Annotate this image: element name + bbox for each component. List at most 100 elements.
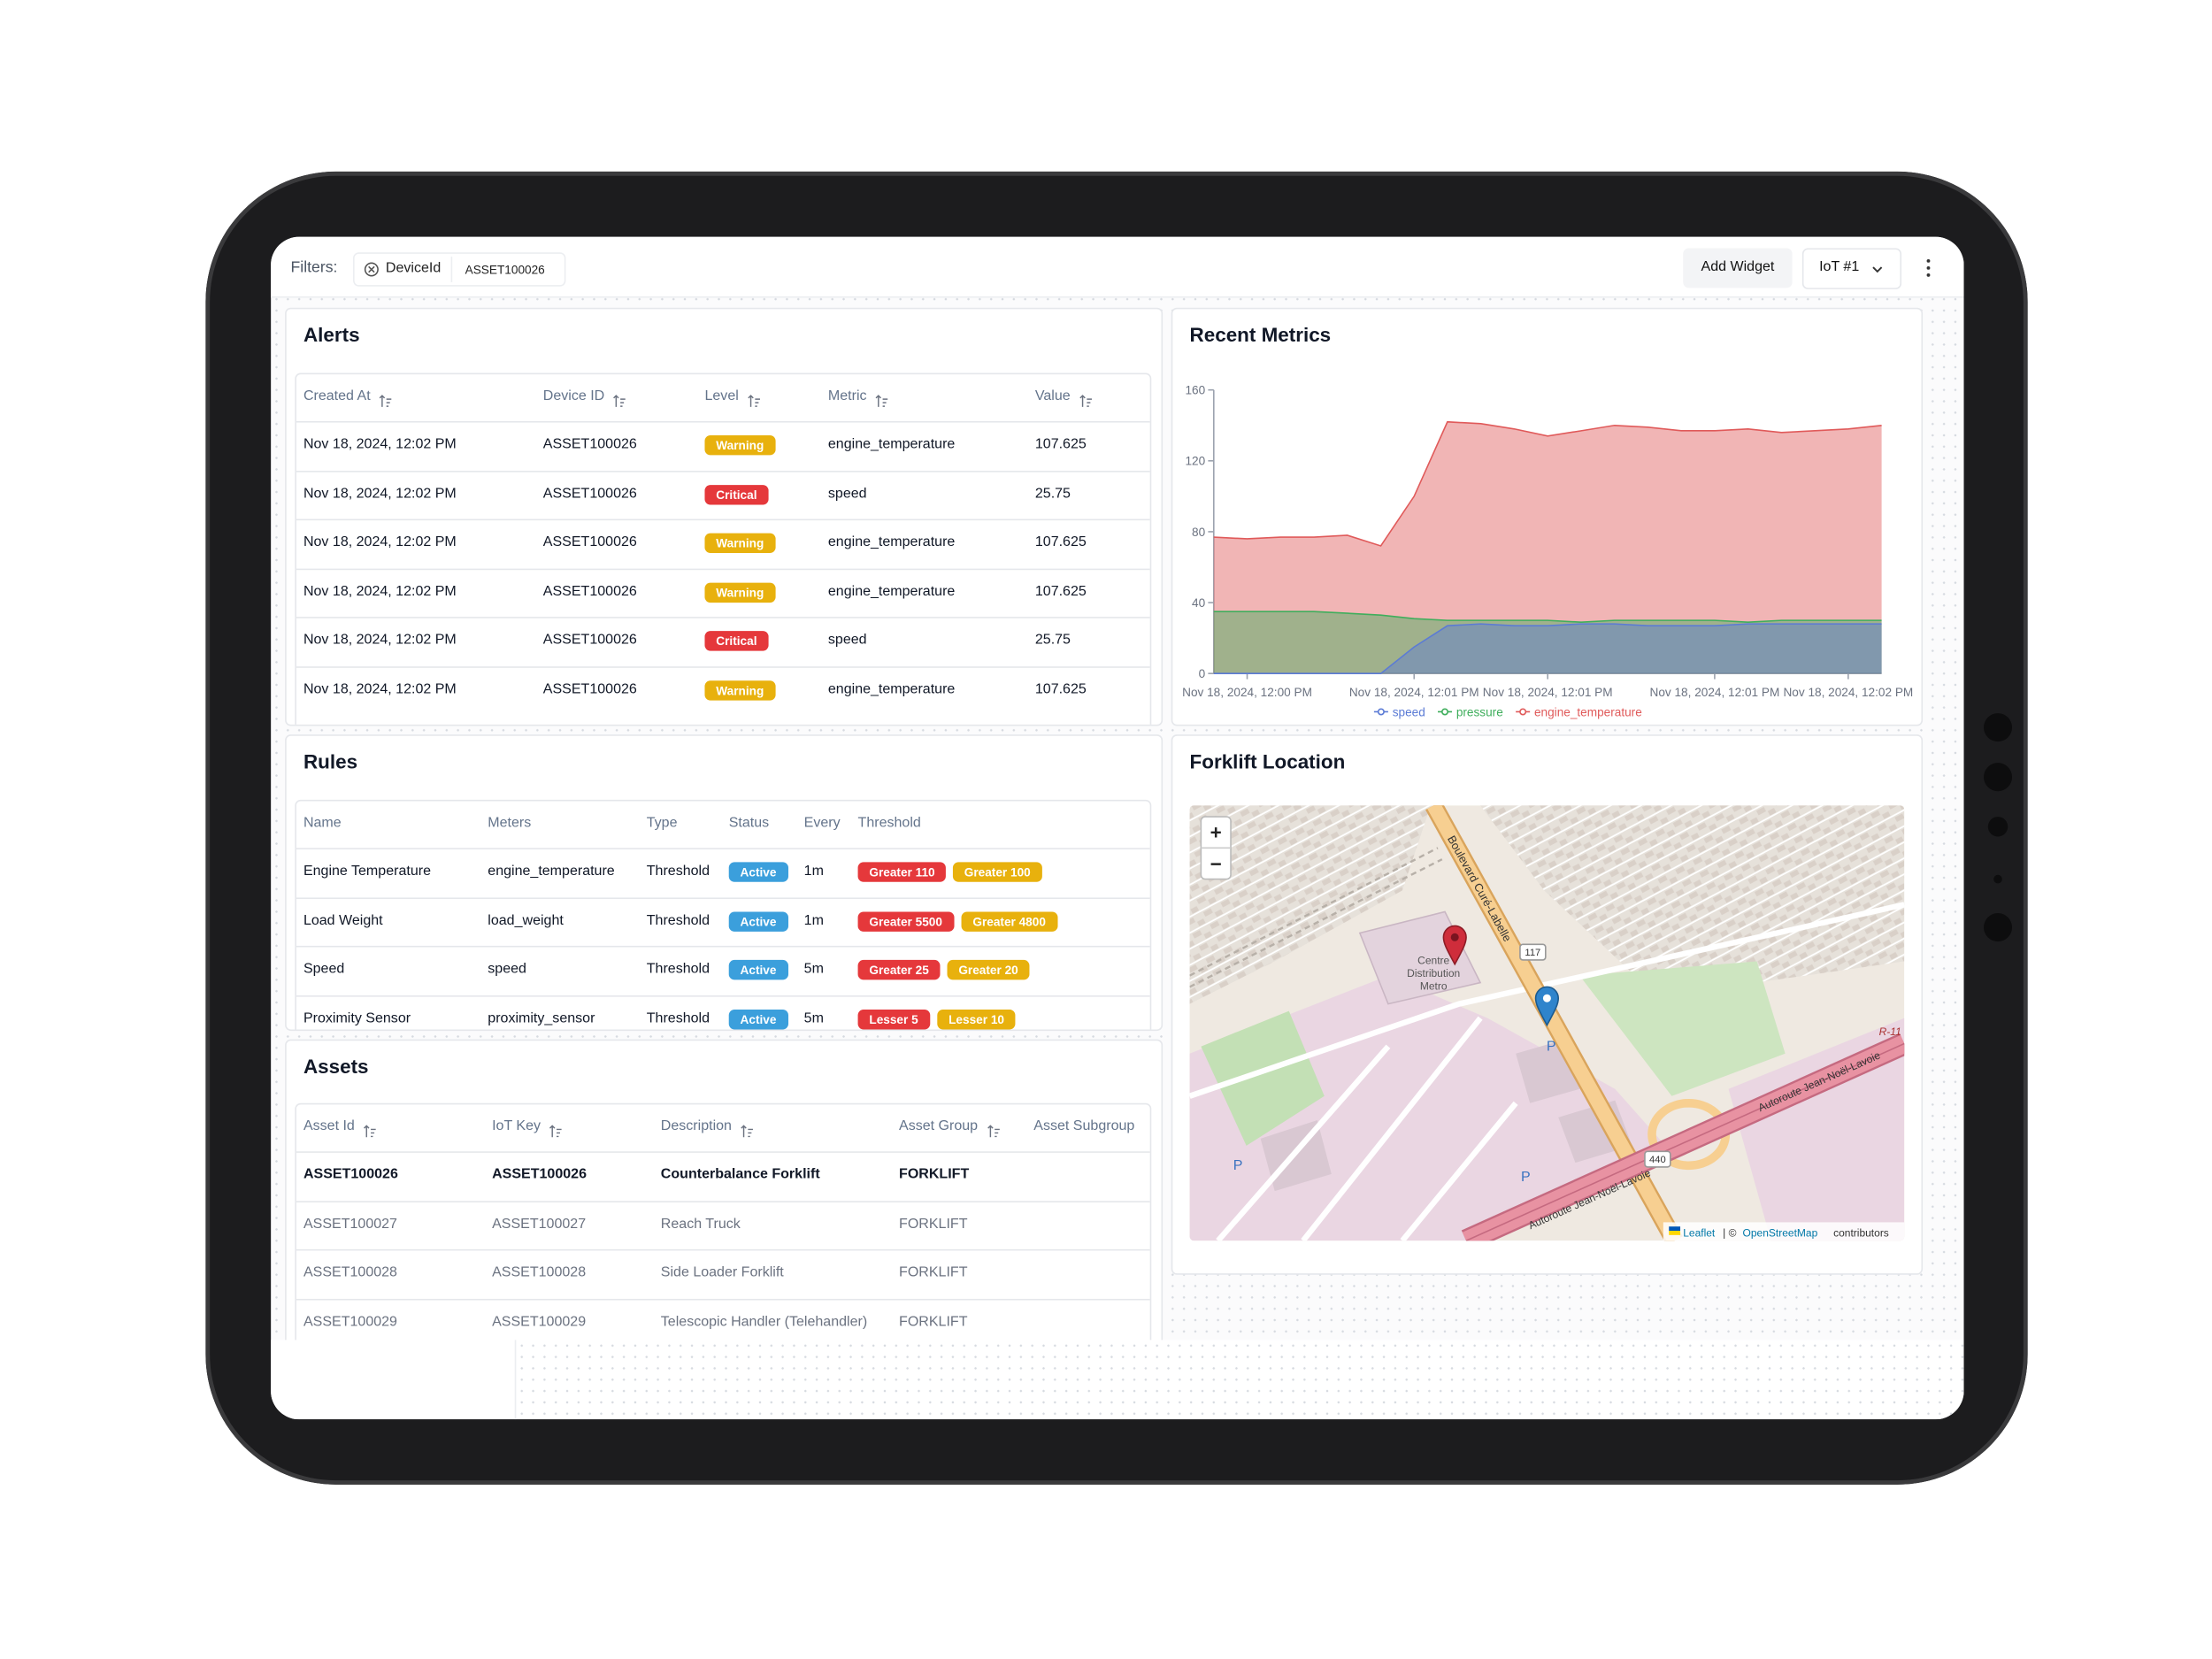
column-header[interactable]: Metric [827, 388, 867, 404]
table-cell: engine_temperature [827, 681, 956, 698]
legend-marker [1441, 708, 1449, 716]
sort-icon[interactable] [1079, 390, 1094, 407]
y-tick-label: 160 [1185, 384, 1205, 397]
tablet-button [1983, 763, 2013, 792]
assets-widget: Assets Asset Id IoT Key Description Asset G… [285, 1039, 1164, 1369]
row-divider [296, 617, 1150, 618]
button-label: Add Widget [1701, 259, 1775, 275]
map[interactable]: Boulevard Curé-Labelle Centre Distributi… [1189, 805, 1905, 1241]
level-badge: Warning [704, 533, 776, 554]
table-cell: 1m [803, 912, 824, 929]
chevron-icon [1872, 266, 1883, 273]
attribution-link[interactable]: Leaflet [1683, 1226, 1716, 1239]
filter-bar: Filters: DeviceId ASSET100026 Add Widget… [271, 236, 1964, 298]
remove-filter-icon[interactable] [363, 261, 380, 278]
table-cell: Reach Truck [660, 1216, 741, 1233]
column-header[interactable]: Asset Group [899, 1118, 979, 1135]
table-cell: ASSET100026 [542, 436, 637, 453]
sort-icon[interactable] [875, 390, 889, 407]
more-menu[interactable] [1924, 258, 1933, 278]
table-cell: ASSET100026 [542, 486, 637, 502]
table-cell: ASSET100026 [542, 583, 637, 600]
chip-divider [450, 257, 453, 282]
sort-icon[interactable] [748, 390, 762, 407]
table-cell: ASSET100029 [492, 1314, 587, 1330]
dashboard-select[interactable]: IoT #1 [1801, 248, 1902, 289]
column-header[interactable]: Asset Id [303, 1118, 355, 1135]
sort-icon[interactable] [379, 390, 393, 407]
y-tick-label: 80 [1192, 526, 1206, 539]
table-cell: 1m [803, 864, 824, 879]
legend-marker [1519, 708, 1527, 716]
level-badge: Warning [704, 680, 776, 701]
marker-blue[interactable] [1534, 986, 1560, 1027]
table-cell: engine_temperature [827, 534, 956, 551]
marker-dot [1450, 933, 1459, 941]
table-cell: 107.625 [1034, 583, 1087, 600]
sort-icon[interactable] [612, 390, 626, 407]
table-cell: 107.625 [1034, 436, 1087, 453]
filter-chip[interactable]: DeviceId ASSET100026 [353, 252, 566, 287]
row-divider [296, 1298, 1150, 1300]
column-header[interactable]: Description [660, 1118, 732, 1135]
map-label: Centre [1417, 955, 1449, 967]
table-cell: ASSET100027 [492, 1216, 587, 1233]
sort-icon[interactable] [549, 1120, 563, 1138]
widget-title: Assets [303, 1055, 369, 1078]
zoom-in[interactable]: + [1210, 822, 1222, 844]
park [1579, 961, 1786, 1096]
table-cell: Threshold [646, 912, 710, 929]
level-badge: Warning [704, 582, 776, 603]
table-cell: 5m [803, 1010, 824, 1026]
status-badge: Active [728, 862, 788, 883]
sort-icon[interactable] [987, 1120, 1001, 1138]
legend-label: pressure [1456, 705, 1503, 718]
area [1213, 611, 1882, 674]
line [1213, 611, 1882, 624]
column-header[interactable]: IoT Key [492, 1118, 541, 1135]
row-divider [296, 1151, 1150, 1153]
row-divider [296, 1200, 1150, 1202]
sort-icon[interactable] [741, 1120, 755, 1138]
column-header[interactable]: Device ID [542, 388, 605, 404]
row-divider [296, 420, 1150, 423]
map-widget: Forklift Location Boulevard Curé-Labelle… [1171, 734, 1924, 1275]
map-label: R-11 [1879, 1025, 1901, 1038]
add-widget-button[interactable]: Add Widget [1683, 248, 1793, 288]
legend-label: engine_temperature [1534, 705, 1642, 718]
attribution-link[interactable]: OpenStreetMap [1743, 1226, 1818, 1239]
area [1213, 421, 1882, 674]
threshold-badge: Lesser 5 [857, 1009, 930, 1030]
route-shield [1519, 943, 1547, 961]
row-divider [296, 665, 1150, 668]
table-cell: Counterbalance Forklift [660, 1167, 820, 1183]
marker-red[interactable] [1442, 925, 1467, 966]
street [1189, 902, 1905, 1241]
x-tick-label: Nov 18, 2024, 12:02 PM [1783, 686, 1913, 699]
table-cell: ASSET100029 [303, 1314, 397, 1330]
table-cell: ASSET100026 [542, 534, 637, 551]
tablet-button [1983, 913, 2013, 942]
metrics-chart: 0 40 80 120 160 Nov 18, 2024, 12:00 PM Nov 18,… [1182, 384, 1913, 719]
map-label: Metro [1420, 980, 1448, 993]
column-header[interactable]: Created At [303, 388, 371, 404]
filter-key: DeviceId [385, 260, 442, 277]
zoom-out[interactable]: − [1210, 853, 1222, 875]
table-cell: ASSET100026 [303, 1167, 398, 1183]
table-cell: Nov 18, 2024, 12:02 PM [303, 534, 457, 551]
park [1201, 1010, 1325, 1146]
level-badge: Warning [704, 435, 776, 456]
column-header[interactable]: Level [704, 388, 739, 404]
column-header: Every [803, 815, 841, 832]
column-header[interactable]: Value [1034, 388, 1071, 404]
table-cell: 25.75 [1034, 486, 1071, 502]
table-cell: Engine Temperature [303, 864, 431, 879]
column-header: Asset Subgroup [1033, 1118, 1135, 1135]
sort-icon[interactable] [363, 1120, 377, 1138]
line [1213, 420, 1882, 547]
table-cell: Telescopic Handler (Telehandler) [660, 1314, 868, 1330]
table-cell: ASSET100028 [303, 1264, 397, 1281]
table-cell: Threshold [646, 864, 710, 879]
status-badge: Active [728, 960, 788, 980]
